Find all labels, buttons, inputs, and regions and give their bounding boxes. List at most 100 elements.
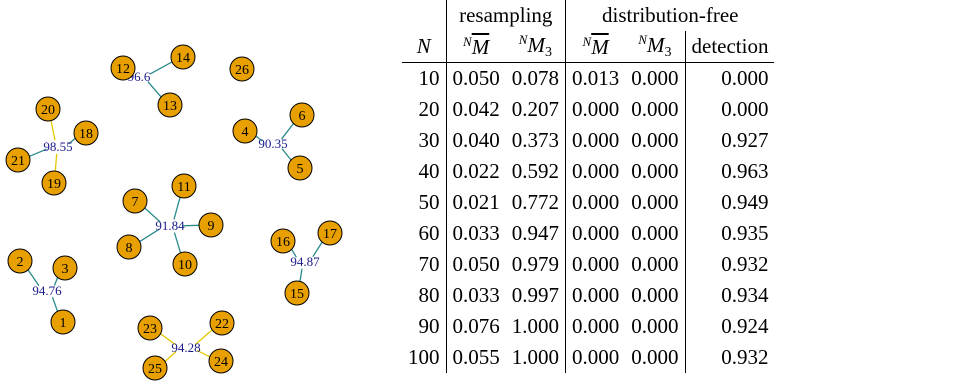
graph-node-label: 8 bbox=[126, 241, 133, 256]
table-row: 40 0.022 0.592 0.000 0.000 0.963 bbox=[402, 156, 774, 187]
graph-node-circle bbox=[35, 96, 61, 122]
graph-node: 2 bbox=[7, 248, 33, 274]
graph-node-circle bbox=[208, 348, 234, 374]
cluster-edge bbox=[53, 277, 59, 286]
cluster-edge bbox=[68, 137, 76, 145]
cell-free-mbar: 0.000 bbox=[572, 314, 620, 338]
graph-node: 15 bbox=[284, 280, 310, 306]
cell-detection: 0.000 bbox=[721, 97, 769, 121]
graph-node-label: 26 bbox=[235, 63, 249, 78]
graph-node-label: 24 bbox=[214, 355, 228, 370]
cluster-edge bbox=[160, 333, 176, 346]
cluster-edge bbox=[280, 123, 295, 140]
cell-detection: 0.932 bbox=[721, 345, 769, 369]
graph-node: 19 bbox=[41, 170, 67, 196]
graph-node-label: 13 bbox=[163, 99, 177, 114]
cell-resampling-m3: 1.000 bbox=[505, 311, 566, 342]
graph-node-label: 4 bbox=[242, 125, 249, 140]
graph-node-circle bbox=[232, 118, 258, 144]
cell-N: 40 bbox=[402, 156, 447, 187]
graph-node-label: 12 bbox=[116, 62, 130, 77]
header-spacer bbox=[402, 0, 447, 31]
graph-node: 8 bbox=[116, 234, 142, 260]
results-table-container: resampling distribution-free N NM NM3 NM… bbox=[402, 0, 958, 389]
col-header-N: N bbox=[402, 31, 447, 63]
graph-node-circle bbox=[116, 234, 142, 260]
graph-node: 21 bbox=[5, 147, 31, 173]
graph-node: 23 bbox=[137, 315, 163, 341]
cluster-edge bbox=[29, 148, 47, 157]
graph-node-label: 25 bbox=[148, 362, 162, 377]
graph-node-circle bbox=[52, 255, 78, 281]
graph-node-label: 5 bbox=[297, 162, 304, 177]
graph-node-circle bbox=[137, 315, 163, 341]
graph-node: 12 bbox=[110, 55, 136, 81]
cluster-edge bbox=[27, 269, 40, 287]
graph-node-circle bbox=[41, 170, 67, 196]
graph-node-circle bbox=[171, 173, 197, 199]
cell-resampling-m3: 0.078 bbox=[505, 62, 566, 94]
graph-node-label: 20 bbox=[41, 103, 55, 118]
cell-free-mbar: 0.000 bbox=[572, 345, 620, 369]
cell-resampling-m3: 0.997 bbox=[505, 280, 566, 311]
cell-free-m3: 0.000 bbox=[625, 125, 686, 156]
cell-detection: 0.935 bbox=[721, 221, 769, 245]
table-row: 50 0.021 0.772 0.000 0.000 0.949 bbox=[402, 187, 774, 218]
graph-node-circle bbox=[7, 248, 33, 274]
col-header-free-mbar: NM bbox=[565, 31, 626, 63]
graph-node: 22 bbox=[209, 310, 235, 336]
cell-free-m3: 0.000 bbox=[625, 187, 686, 218]
cell-free-m3: 0.000 bbox=[625, 342, 686, 373]
cell-free-m3: 0.000 bbox=[625, 94, 686, 125]
cell-free-m3: 0.000 bbox=[625, 156, 686, 187]
graph-node-label: 10 bbox=[178, 258, 192, 273]
graph-node: 6 bbox=[289, 102, 315, 128]
cell-N: 100 bbox=[402, 342, 447, 373]
cell-resampling-m3: 0.592 bbox=[505, 156, 566, 187]
graph-node-circle bbox=[142, 355, 168, 381]
graph-node-circle bbox=[198, 212, 224, 238]
graph-node: 1 bbox=[50, 309, 76, 335]
cell-resampling-mbar: 0.050 bbox=[452, 66, 500, 90]
graph-node-label: 6 bbox=[299, 109, 306, 124]
cell-resampling-m3: 0.979 bbox=[505, 249, 566, 280]
cell-resampling-m3: 0.373 bbox=[505, 125, 566, 156]
cell-resampling-mbar: 0.021 bbox=[452, 190, 500, 214]
graph-node-label: 17 bbox=[323, 227, 337, 242]
table-row: 70 0.050 0.979 0.000 0.000 0.932 bbox=[402, 249, 774, 280]
column-header-row: N NM NM3 NM NM3 detection bbox=[402, 31, 775, 63]
cell-N: 30 bbox=[402, 125, 447, 156]
cell-detection: 0.949 bbox=[721, 190, 769, 214]
graph-node-label: 16 bbox=[276, 235, 290, 250]
graph-node: 4 bbox=[232, 118, 258, 144]
cluster-edge bbox=[51, 297, 59, 312]
graph-node: 17 bbox=[317, 220, 343, 246]
cell-N: 70 bbox=[402, 249, 447, 280]
graph-node-circle bbox=[172, 251, 198, 277]
cluster-edge bbox=[312, 241, 323, 258]
cell-free-m3: 0.000 bbox=[625, 62, 686, 94]
cell-free-mbar: 0.000 bbox=[572, 221, 620, 245]
graph-node-circle bbox=[317, 220, 343, 246]
cell-free-m3: 0.000 bbox=[625, 311, 686, 342]
cluster-edge bbox=[50, 120, 56, 141]
graph-node: 24 bbox=[208, 348, 234, 374]
group-header-row: resampling distribution-free bbox=[402, 0, 774, 31]
graph-node: 7 bbox=[122, 188, 148, 214]
cluster-score-label: 94.76 bbox=[32, 283, 62, 298]
graph-node-label: 7 bbox=[132, 195, 139, 210]
graph-node: 13 bbox=[157, 92, 183, 118]
table-row: 30 0.040 0.373 0.000 0.000 0.927 bbox=[402, 125, 774, 156]
cell-free-mbar: 0.000 bbox=[572, 159, 620, 183]
graph-node: 11 bbox=[171, 173, 197, 199]
cell-resampling-m3: 1.000 bbox=[505, 342, 566, 373]
cell-free-mbar: 0.000 bbox=[572, 97, 620, 121]
table-row: 90 0.076 1.000 0.000 0.000 0.924 bbox=[402, 311, 774, 342]
cell-resampling-mbar: 0.076 bbox=[452, 314, 500, 338]
cluster-edge bbox=[139, 228, 160, 243]
cell-N: 10 bbox=[402, 62, 447, 94]
graph-node-circle bbox=[170, 44, 196, 70]
cell-detection: 0.932 bbox=[721, 252, 769, 276]
cell-resampling-mbar: 0.033 bbox=[452, 221, 500, 245]
cell-free-mbar: 0.000 bbox=[572, 190, 620, 214]
